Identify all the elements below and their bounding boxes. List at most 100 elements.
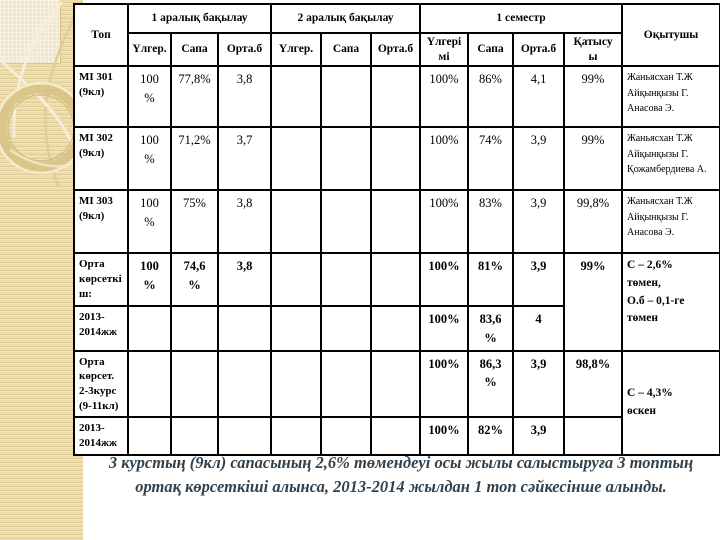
- table-cell: 3,8: [217, 189, 272, 254]
- table-cell: 3,8: [217, 65, 272, 128]
- table-cell: [170, 305, 219, 352]
- header-group-column: Топ: [73, 3, 129, 67]
- header-semester1: 1 семестр: [418, 3, 624, 34]
- comparison-note-cell: С – 2,6% төмен, О.б – 0,1-ге төмен: [621, 252, 720, 352]
- table-cell: 74%: [467, 126, 514, 191]
- table-cell: 100%: [419, 126, 469, 191]
- group-name-cell: Орта көрсеткі ш:: [73, 252, 129, 307]
- teacher-cell: Жаньясхан Т.Ж Айқынқызы Г. Қожамбердиева…: [621, 126, 720, 191]
- table-cell: 3,9: [512, 415, 565, 456]
- table-cell: [320, 252, 372, 307]
- table-cell: [370, 65, 421, 128]
- table-cell: [127, 415, 172, 456]
- header-exam1: 1 аралық бақылау: [127, 3, 272, 34]
- table-cell: 100%: [419, 252, 469, 307]
- table-cell: 100 %: [127, 252, 172, 307]
- table-cell: 98,8%: [562, 349, 624, 418]
- comparison-note-cell: С – 4,3% өскен: [621, 349, 720, 456]
- summary-row: 2013- 2014жж 100% 83,6 % 4: [73, 305, 720, 352]
- group-name-cell: 2013- 2014жж: [73, 415, 129, 456]
- table-cell: 4,1: [512, 65, 565, 128]
- table-cell: [217, 349, 272, 418]
- header-row-groups: Топ 1 аралық бақылау 2 аралық бақылау 1 …: [73, 3, 720, 67]
- table-cell: 100%: [419, 189, 469, 254]
- table-cell: [217, 415, 272, 456]
- table-cell: [270, 305, 322, 352]
- table-cell: 75%: [170, 189, 219, 254]
- table-cell: 86,3 %: [467, 349, 514, 418]
- table-cell: 100 %: [127, 189, 172, 254]
- table-cell: 3,9: [512, 252, 565, 307]
- table-cell: 99%: [562, 126, 624, 191]
- table-cell: [217, 305, 272, 352]
- table-cell: [370, 189, 421, 254]
- table-cell: [370, 415, 421, 456]
- table-cell: 100 %: [127, 65, 172, 128]
- table-cell: [270, 126, 322, 191]
- table-cell: 100%: [419, 349, 469, 418]
- table-cell: 3,8: [217, 252, 272, 307]
- group-name-cell: Орта көрсет. 2-3курс (9-11кл): [73, 349, 129, 418]
- slide-note: 3 курстың (9кл) сапасының 2,6% төмендеуі…: [108, 453, 694, 496]
- table-cell: 99%: [562, 252, 624, 352]
- table-cell: 3,9: [512, 189, 565, 254]
- sidebar-decoration: [0, 0, 83, 540]
- table-row: МІ 301 (9кл) 100 % 77,8% 3,8 100% 86% 4,…: [73, 65, 720, 128]
- table-cell: [320, 189, 372, 254]
- column-header: Орта.б: [370, 32, 421, 67]
- group-name-cell: МІ 301 (9кл): [73, 65, 129, 128]
- column-header: Сапа: [170, 32, 219, 67]
- table-cell: [320, 349, 372, 418]
- table-cell: [320, 65, 372, 128]
- table-cell: 100%: [419, 65, 469, 128]
- table-cell: 4: [512, 305, 565, 352]
- table-cell: 74,6 %: [170, 252, 219, 307]
- table-cell: 86%: [467, 65, 514, 128]
- table-cell: 82%: [467, 415, 514, 456]
- table-row: МІ 302 (9кл) 100 % 71,2% 3,7 100% 74% 3,…: [73, 126, 720, 191]
- table-cell: [370, 252, 421, 307]
- table-cell: [562, 415, 624, 456]
- teacher-cell: Жаньясхан Т.Ж Айқынқызы Г. Анасова Э.: [621, 189, 720, 254]
- results-table: Топ 1 аралық бақылау 2 аралық бақылау 1 …: [73, 3, 720, 456]
- swirl-ornament-icon: [0, 1, 83, 187]
- column-header: Үлгер.: [270, 32, 322, 67]
- table-cell: [127, 305, 172, 352]
- table-cell: 99%: [562, 65, 624, 128]
- table-cell: 100 %: [127, 126, 172, 191]
- summary-row: 2013- 2014жж 100% 82% 3,9: [73, 415, 720, 456]
- column-header: Қатысу ы: [562, 32, 624, 67]
- group-name-cell: 2013- 2014жж: [73, 305, 129, 352]
- header-teacher: Оқытушы: [621, 3, 720, 67]
- sidebar-panel: [0, 0, 61, 64]
- column-header: Сапа: [320, 32, 372, 67]
- table-cell: 3,9: [512, 349, 565, 418]
- table-cell: 3,7: [217, 126, 272, 191]
- table-cell: [320, 305, 372, 352]
- column-header: Орта.б: [217, 32, 272, 67]
- header-exam2: 2 аралық бақылау: [270, 3, 421, 34]
- table-cell: 83%: [467, 189, 514, 254]
- table-cell: [270, 252, 322, 307]
- table-cell: [270, 189, 322, 254]
- group-name-cell: МІ 302 (9кл): [73, 126, 129, 191]
- table-cell: 81%: [467, 252, 514, 307]
- column-header: Сапа: [467, 32, 514, 67]
- table-cell: 71,2%: [170, 126, 219, 191]
- table-cell: [370, 349, 421, 418]
- table-cell: [127, 349, 172, 418]
- table-row: МІ 303 (9кл) 100 % 75% 3,8 100% 83% 3,9 …: [73, 189, 720, 254]
- group-name-cell: МІ 303 (9кл): [73, 189, 129, 254]
- column-header: Орта.б: [512, 32, 565, 67]
- table-cell: [320, 415, 372, 456]
- column-header: Үлгер.: [127, 32, 172, 67]
- table-cell: [270, 415, 322, 456]
- table-cell: 99,8%: [562, 189, 624, 254]
- table-cell: 3,9: [512, 126, 565, 191]
- table-cell: 100%: [419, 415, 469, 456]
- table-cell: 83,6 %: [467, 305, 514, 352]
- table-cell: [320, 126, 372, 191]
- summary-row: Орта көрсеткі ш: 100 % 74,6 % 3,8 100% 8…: [73, 252, 720, 352]
- table-cell: [270, 65, 322, 128]
